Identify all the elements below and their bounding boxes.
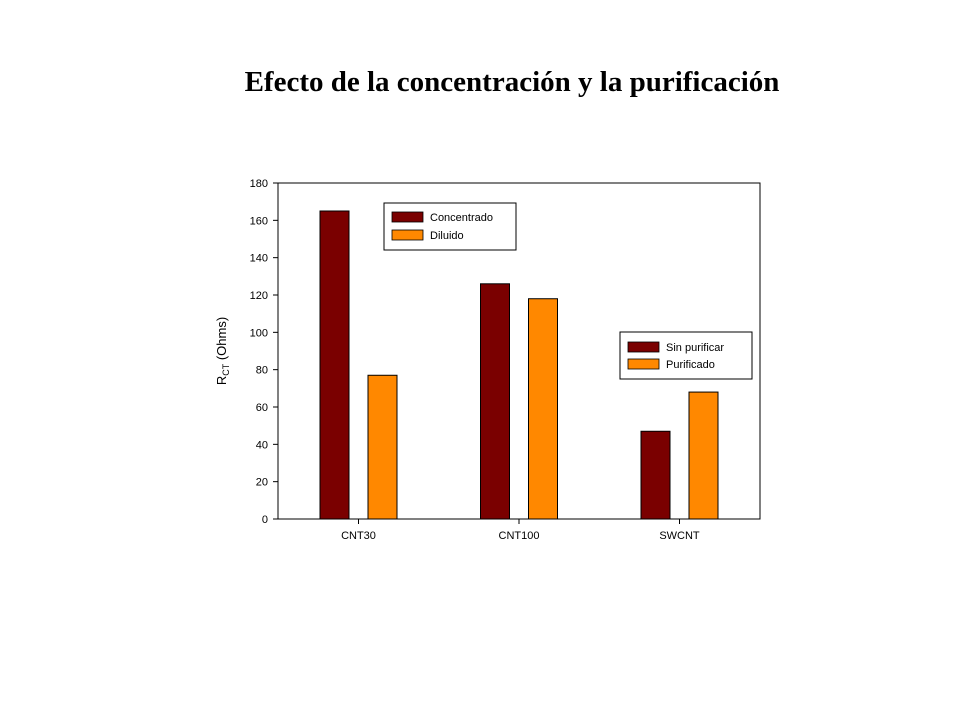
y-tick-label: 140 (250, 253, 268, 265)
y-axis-label-sub: CT (221, 363, 231, 375)
bars-group (319, 210, 719, 520)
y-axis-label: RCT (Ohms) (214, 317, 231, 385)
y-axis-label-rest: (Ohms) (214, 317, 229, 364)
legend-swatch-diluido (391, 229, 424, 241)
legend-concentration: Concentrado Diluido (383, 202, 517, 251)
bar-swcnt-series1 (640, 430, 671, 520)
y-tick-label: 60 (256, 402, 268, 414)
y-tick-label: 160 (250, 215, 268, 227)
x-tick-label: CNT100 (499, 530, 540, 542)
y-tick-label: 180 (250, 178, 268, 190)
y-tick-label: 80 (256, 365, 268, 377)
legend-label-sin-purificar: Sin purificar (666, 342, 724, 354)
y-tick-label: 100 (250, 327, 268, 339)
legend-box (383, 202, 517, 251)
bar-cnt30-series1 (319, 210, 350, 520)
x-axis: CNT30 CNT100 SWCNT (341, 519, 700, 542)
legend-box (619, 331, 753, 380)
y-tick-label: 120 (250, 290, 268, 302)
y-axis-label-main: R (214, 376, 229, 385)
legend-purification: Sin purificar Purificado (619, 331, 753, 380)
bar-cnt100-series2 (528, 298, 558, 520)
legend-label-diluido: Diluido (430, 230, 464, 242)
plot-frame (277, 182, 761, 520)
bar-swcnt-series2 (688, 391, 719, 520)
legend-swatch-concentrado (391, 211, 424, 223)
x-tick-label: CNT30 (341, 530, 376, 542)
y-tick-label: 40 (256, 439, 268, 451)
slide-title: Efecto de la concentración y la purifica… (244, 66, 780, 98)
y-axis: 0 20 40 60 80 100 120 140 160 180 (250, 178, 278, 526)
legend-swatch-sin-purificar (627, 341, 660, 353)
y-tick-label: 0 (262, 514, 268, 526)
y-tick-label: 20 (256, 477, 268, 489)
bar-cnt30-series2 (367, 374, 398, 520)
legend-label-concentrado: Concentrado (430, 212, 493, 224)
x-tick-label: SWCNT (659, 530, 700, 542)
legend-label-purificado: Purificado (666, 359, 715, 371)
bar-cnt100-series1 (480, 283, 510, 520)
legend-swatch-purificado (627, 358, 660, 370)
